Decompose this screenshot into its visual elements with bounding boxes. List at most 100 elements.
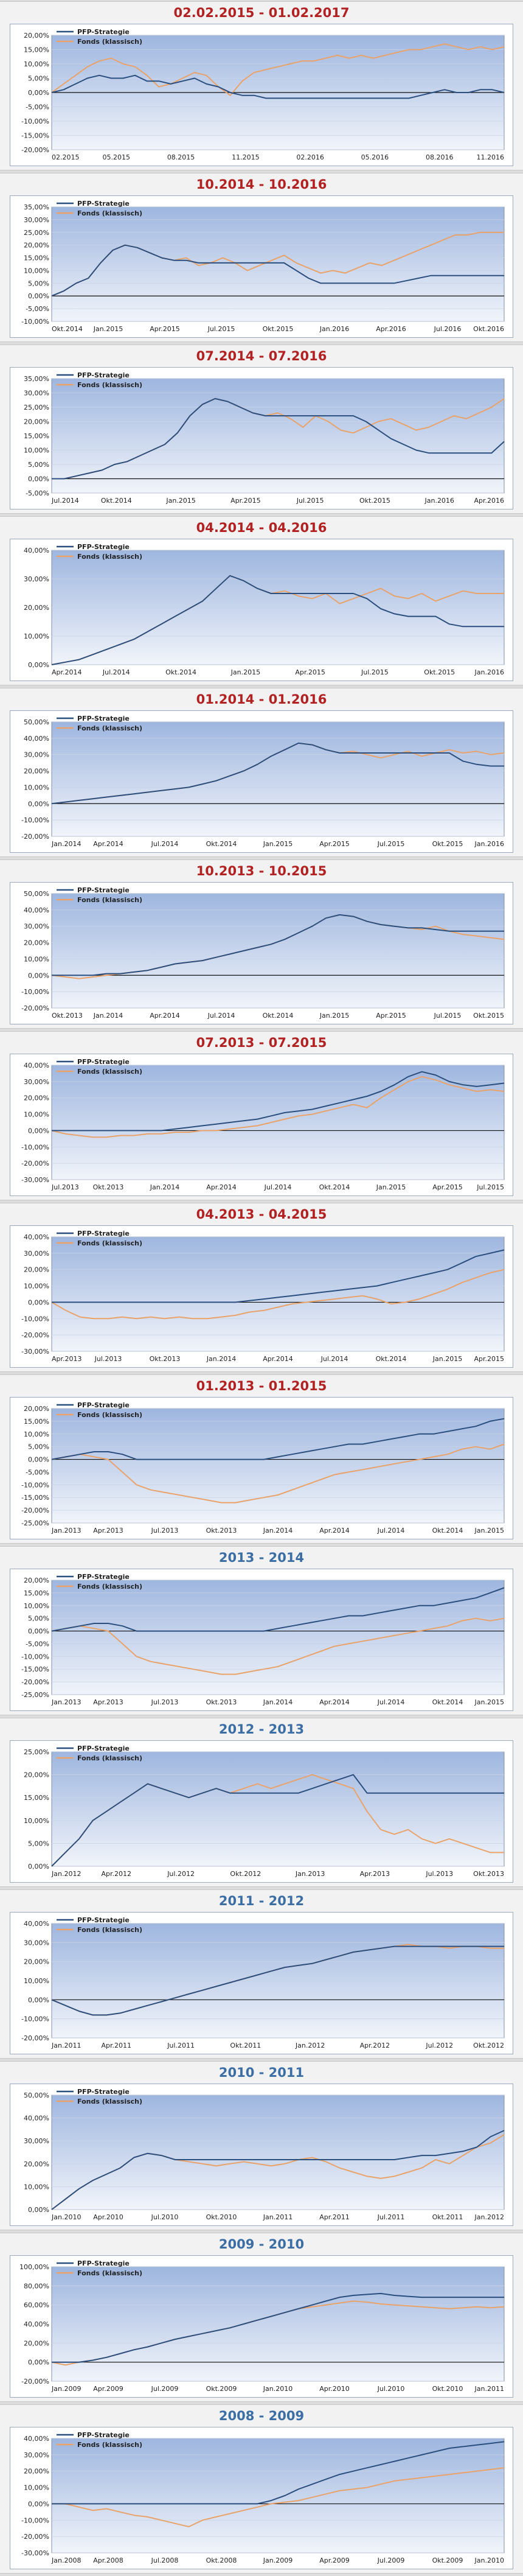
chart-panel: 2012 - 2013 25,00% 20,00% 15,00% 10,00% 5,00%… xyxy=(0,1718,523,1887)
chart-title: 10.2013 - 10.2015 xyxy=(196,864,327,878)
y-tick-label: 40,00% xyxy=(24,2435,49,2443)
y-tick-label: -10,00% xyxy=(21,117,49,125)
y-tick-label: 80,00% xyxy=(24,2282,49,2290)
x-tick-label: Jan.2015 xyxy=(263,840,293,848)
x-tick-label: Apr.2014 xyxy=(52,668,82,676)
y-tick-label: 25,00% xyxy=(24,1748,49,1756)
y-tick-label: 10,00% xyxy=(24,60,49,68)
y-tick-label: 0,00% xyxy=(28,661,49,669)
plot-area xyxy=(51,1751,505,1867)
series-line-pfp-strategie xyxy=(51,244,504,297)
x-tick-label: 11.2015 xyxy=(232,153,260,161)
legend: PFP-Strategie Fonds (klassisch) xyxy=(57,1745,142,1762)
y-tick-label: -10,00% xyxy=(21,1653,49,1661)
y-tick-label: -5,00% xyxy=(26,1468,49,1476)
x-tick-label: Jul.2015 xyxy=(361,668,389,676)
legend-label: PFP-Strategie xyxy=(77,1401,130,1409)
y-tick-label: -15,00% xyxy=(21,1665,49,1673)
x-tick-label: 02.2015 xyxy=(52,153,80,161)
x-tick-label: Jan.2015 xyxy=(319,1012,349,1020)
x-tick-label: Okt.2015 xyxy=(432,840,463,848)
series-line-pfp-strategie xyxy=(52,914,504,976)
chart-frame: 40,00% 30,00% 20,00% 10,00% 0,00% -10,00% -20,… xyxy=(10,2427,513,2569)
y-tick-label: 10,00% xyxy=(24,1111,49,1119)
x-tick-label: Jul.2013 xyxy=(151,1698,179,1706)
x-tick-label: Jan.2014 xyxy=(263,1527,293,1535)
chart-panel: 10.2013 - 10.2015 50,00% 40,00% 30,00% 20,00… xyxy=(0,859,523,1029)
x-tick-label: Jul.2014 xyxy=(320,1355,348,1363)
y-tick-label: -15,00% xyxy=(21,1494,49,1502)
legend-label: Fonds (klassisch) xyxy=(77,1583,142,1591)
y-tick-label: 0,00% xyxy=(28,1456,49,1464)
x-tick-label: 08.2015 xyxy=(167,153,195,161)
x-tick-label: Okt.2013 xyxy=(473,1870,504,1878)
y-tick-label: 40,00% xyxy=(24,2320,49,2328)
chart-title: 04.2014 - 04.2016 xyxy=(196,520,327,535)
x-tick-label: Jan.2009 xyxy=(263,2557,293,2564)
chart-panel: 04.2013 - 04.2015 40,00% 30,00% 20,00% 10,00… xyxy=(0,1203,523,1372)
y-tick-label: -20,00% xyxy=(21,833,49,841)
legend-label: PFP-Strategie xyxy=(77,886,130,894)
x-tick-label: Okt.2014 xyxy=(52,325,83,333)
plot-area xyxy=(51,2095,505,2210)
legend-label: PFP-Strategie xyxy=(77,1230,130,1237)
line-chart: 50,00% 40,00% 30,00% 20,00% 10,00% 0,00% -10,0… xyxy=(21,886,505,1020)
x-tick-label: Okt.2013 xyxy=(150,1355,181,1363)
plot-area xyxy=(51,2438,505,2553)
chart-panel: 01.2013 - 01.2015 20,00% 15,00% 10,00% 5,00%… xyxy=(0,1374,523,1544)
chart-panel: 2009 - 2010 100,00% 80,00% 60,00% 40,00% 20,0… xyxy=(0,2233,523,2402)
y-tick-label: 50,00% xyxy=(24,890,49,898)
chart-frame: 20,00% 15,00% 10,00% 5,00% 0,00% -5,00% -10,00… xyxy=(10,24,513,166)
x-tick-label: Apr.2011 xyxy=(102,2042,132,2049)
series-line-pfp-strategie xyxy=(52,1071,505,1132)
x-tick-label: Jan.2012 xyxy=(295,2042,325,2049)
x-tick-label: Apr.2009 xyxy=(93,2385,123,2393)
x-tick-label: Okt.2015 xyxy=(263,325,294,333)
x-tick-label: Apr.2013 xyxy=(52,1355,82,1363)
y-tick-label: 50,00% xyxy=(24,2091,49,2099)
y-tick-label: 20,00% xyxy=(24,1771,49,1779)
y-tick-label: -20,00% xyxy=(21,146,49,154)
x-tick-label: Jul.2015 xyxy=(434,1012,462,1020)
x-tick-label: Okt.2013 xyxy=(93,1183,124,1191)
legend-label: Fonds (klassisch) xyxy=(77,1068,142,1076)
x-tick-label: Okt.2009 xyxy=(206,2385,237,2393)
chart-frame: 100,00% 80,00% 60,00% 40,00% 20,00% 0,00% -20,… xyxy=(10,2255,513,2398)
y-tick-label: 0,00% xyxy=(28,1298,49,1306)
x-tick-label: Jan.2011 xyxy=(51,2042,81,2049)
y-tick-label: 20,00% xyxy=(24,1958,49,1966)
x-tick-label: Jul.2012 xyxy=(167,1870,195,1878)
legend-label: PFP-Strategie xyxy=(77,1745,130,1752)
y-tick-label: 0,00% xyxy=(28,2359,49,2367)
y-tick-label: 0,00% xyxy=(28,1863,49,1871)
series-line-pfp-strategie xyxy=(52,1249,505,1303)
y-tick-label: 10,00% xyxy=(24,2484,49,2492)
y-tick-label: 0,00% xyxy=(28,1127,49,1135)
x-tick-label: 02.2016 xyxy=(296,153,324,161)
x-tick-label: Jul.2014 xyxy=(151,840,179,848)
x-tick-label: Jul.2016 xyxy=(434,325,462,333)
legend-label: Fonds (klassisch) xyxy=(77,381,142,389)
chart-title: 2011 - 2012 xyxy=(218,1894,305,1908)
x-tick-label: Okt.2014 xyxy=(101,497,132,505)
series-line-fonds-klassisch xyxy=(51,1617,505,1675)
x-tick-label: Okt.2010 xyxy=(206,2213,237,2221)
chart-title: 01.2014 - 01.2016 xyxy=(196,692,327,707)
x-tick-label: Jan.2013 xyxy=(51,1527,81,1535)
x-tick-label: Jan.2012 xyxy=(51,1870,81,1878)
y-tick-label: 30,00% xyxy=(24,2137,49,2145)
y-tick-label: -5,00% xyxy=(26,489,49,497)
chart-frame: 40,00% 30,00% 20,00% 10,00% 0,00% Apr.2014 Jul… xyxy=(10,539,513,681)
y-tick-label: -30,00% xyxy=(21,1176,49,1184)
x-tick-label: Jan.2015 xyxy=(93,325,123,333)
y-tick-label: -5,00% xyxy=(26,305,49,313)
chart-frame: 40,00% 30,00% 20,00% 10,00% 0,00% -10,00% -20,… xyxy=(10,1054,513,1196)
line-chart: 35,00% 30,00% 25,00% 20,00% 15,00% 10,00% 5,00… xyxy=(24,371,505,505)
x-tick-label: Apr.2015 xyxy=(319,840,350,848)
y-tick-label: 30,00% xyxy=(24,390,49,397)
y-tick-label: 30,00% xyxy=(24,751,49,759)
chart-panel: 07.2014 - 07.2016 35,00% 30,00% 25,00% 20,00… xyxy=(0,345,523,514)
x-tick-label: Jan.2011 xyxy=(474,2385,504,2393)
y-tick-label: -10,00% xyxy=(21,988,49,996)
y-tick-label: 10,00% xyxy=(24,1430,49,1438)
